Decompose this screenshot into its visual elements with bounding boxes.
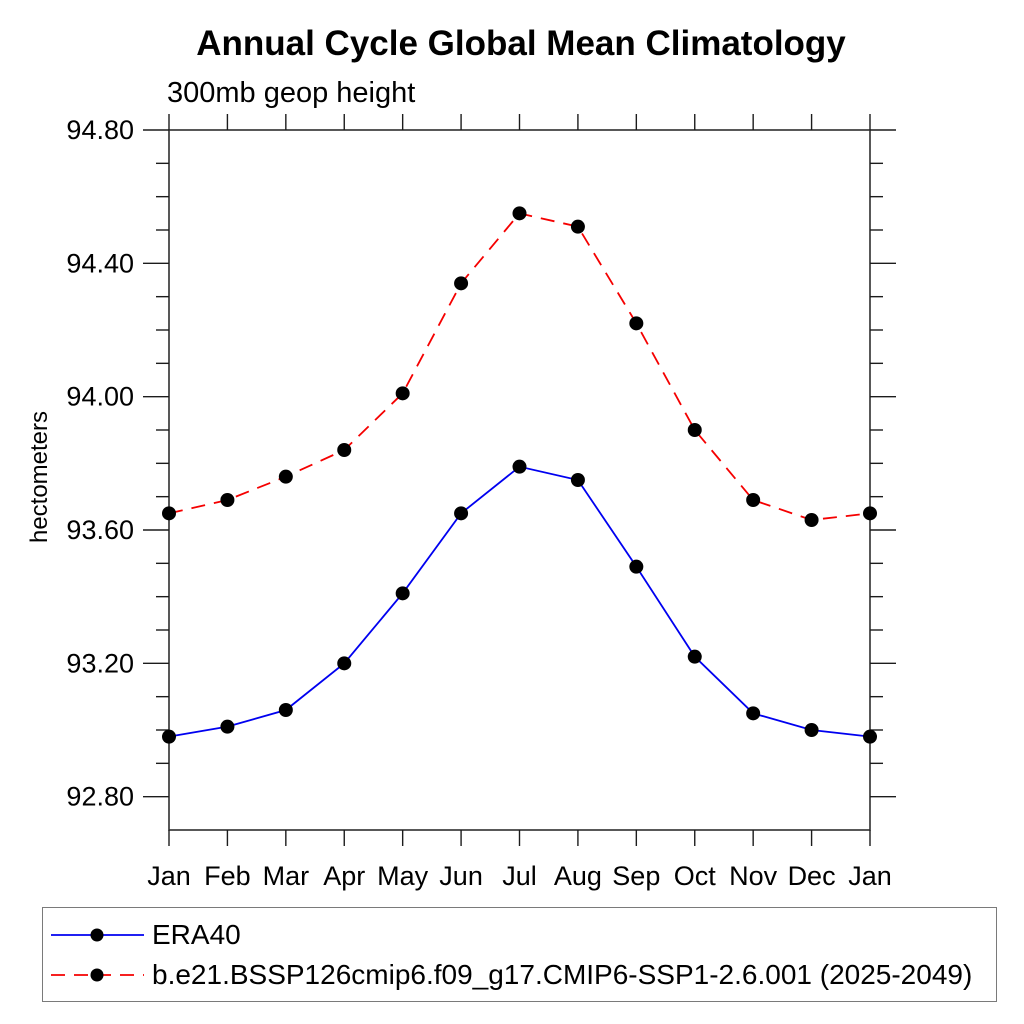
x-tick-label: Jan (848, 861, 892, 891)
x-tick-label: Aug (554, 861, 602, 891)
x-tick-label: Feb (204, 861, 251, 891)
data-point-marker (395, 586, 410, 601)
x-tick-label: Mar (263, 861, 310, 891)
data-point-marker (570, 219, 585, 234)
legend-box: ERA40 b.e21.BSSP126cmip6.f09_g17.CMIP6-S… (42, 907, 997, 1002)
data-point-marker (337, 443, 352, 457)
data-point-marker (454, 506, 469, 521)
y-tick-label: 94.00 (66, 382, 134, 412)
y-tick-label: 93.20 (66, 648, 134, 678)
data-point-marker (863, 506, 877, 521)
axis-ticks (143, 114, 896, 846)
legend-marker-dot-icon (90, 928, 104, 942)
data-point-marker (512, 206, 527, 221)
chart-title: Annual Cycle Global Mean Climatology (196, 24, 846, 63)
data-point-marker (162, 729, 176, 744)
era40-line (168, 465, 871, 738)
data-point-marker (746, 493, 761, 507)
data-point-marker (278, 703, 293, 717)
x-tick-label: Oct (674, 861, 717, 891)
data-point-marker (570, 473, 585, 487)
data-point-marker (512, 459, 527, 474)
data-point-marker (220, 493, 235, 507)
x-tick-label: Nov (729, 861, 778, 891)
legend-label-era40: ERA40 (152, 919, 241, 950)
x-tick-label: Jul (502, 861, 537, 891)
y-tick-label: 94.40 (66, 248, 134, 278)
legend-label-cesm-ssp126: b.e21.BSSP126cmip6.f09_g17.CMIP6-SSP1-2.… (152, 959, 973, 990)
y-tick-label: 92.80 (66, 782, 134, 812)
x-tick-label: Jan (147, 861, 191, 891)
cesm-ssp126-markers (162, 206, 877, 527)
y-tick-labels: 92.80 93.20 93.60 94.00 94.40 94.80 (66, 115, 134, 812)
legend-marker-dot-icon (90, 968, 104, 982)
x-tick-label: May (377, 861, 429, 891)
era40-line-sample (51, 928, 144, 942)
x-tick-label: Jun (439, 861, 483, 891)
data-point-marker (687, 649, 702, 664)
x-tick-labels: Jan Feb Mar Apr May Jun Jul Aug Sep Oct Nov Dec Jan (147, 861, 892, 891)
legend-item-era40: ERA40 (43, 915, 996, 955)
plot-frame (168, 129, 871, 831)
x-tick-label: Apr (323, 861, 365, 891)
data-point-marker (804, 513, 819, 527)
data-point-marker (337, 656, 352, 671)
x-tick-label: Sep (612, 861, 660, 891)
chart-subtitle: 300mb geop height (167, 77, 416, 109)
data-point-marker (629, 316, 644, 331)
data-point-marker (804, 723, 819, 737)
legend-item-cesm-ssp126: b.e21.BSSP126cmip6.f09_g17.CMIP6-SSP1-2.… (43, 955, 996, 995)
data-point-marker (687, 423, 702, 437)
data-point-marker (454, 276, 469, 291)
y-tick-label: 93.60 (66, 515, 134, 545)
data-point-marker (220, 719, 235, 734)
data-point-marker (629, 559, 644, 574)
data-point-marker (863, 729, 877, 744)
cesm-ssp126-line-sample (51, 968, 144, 982)
y-tick-label: 94.80 (66, 115, 134, 145)
data-point-marker (395, 386, 410, 401)
data-point-marker (162, 506, 176, 521)
data-point-marker (278, 469, 293, 484)
data-point-marker (746, 706, 761, 721)
x-tick-label: Dec (788, 861, 836, 891)
era40-markers (162, 459, 877, 744)
cesm-ssp126-line (168, 212, 871, 521)
